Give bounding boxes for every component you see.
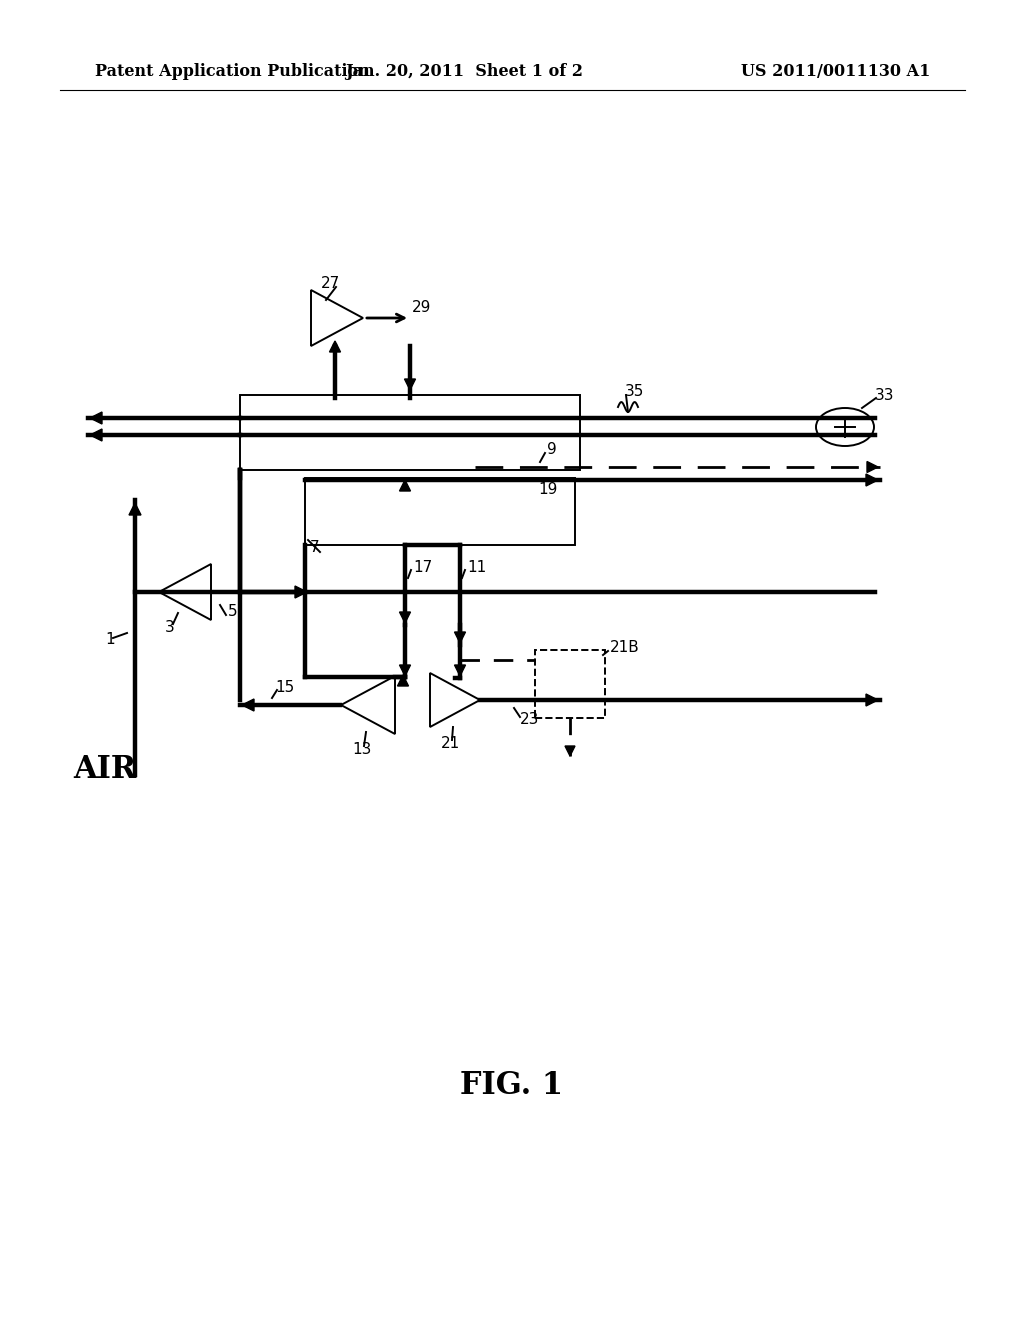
Text: 29: 29	[412, 301, 431, 315]
Polygon shape	[397, 675, 409, 686]
Text: 19: 19	[538, 483, 557, 498]
Text: 17: 17	[413, 560, 432, 574]
Text: 15: 15	[275, 680, 294, 694]
Bar	[305, 478, 575, 545]
Polygon shape	[90, 412, 102, 424]
Text: 5: 5	[228, 605, 238, 619]
Polygon shape	[330, 341, 341, 352]
Polygon shape	[404, 379, 416, 389]
Polygon shape	[90, 429, 102, 441]
Text: 21: 21	[440, 735, 460, 751]
Text: Jan. 20, 2011  Sheet 1 of 2: Jan. 20, 2011 Sheet 1 of 2	[345, 63, 583, 81]
Text: 1: 1	[105, 632, 115, 648]
Polygon shape	[866, 694, 878, 706]
Text: 7: 7	[310, 540, 319, 556]
Polygon shape	[242, 700, 254, 711]
Text: AIR: AIR	[74, 755, 136, 785]
Text: 3: 3	[165, 620, 175, 635]
Polygon shape	[455, 665, 466, 676]
Text: FIG. 1: FIG. 1	[461, 1069, 563, 1101]
Polygon shape	[399, 665, 411, 676]
Polygon shape	[399, 612, 411, 623]
Polygon shape	[399, 480, 411, 491]
Text: 9: 9	[547, 442, 557, 458]
Text: 33: 33	[874, 388, 895, 403]
Text: US 2011/0011130 A1: US 2011/0011130 A1	[740, 63, 930, 81]
Bar	[240, 395, 580, 470]
Text: 27: 27	[321, 276, 340, 290]
Text: Patent Application Publication: Patent Application Publication	[95, 63, 370, 81]
Text: 11: 11	[467, 560, 486, 574]
Polygon shape	[565, 746, 575, 756]
Polygon shape	[129, 503, 141, 515]
Polygon shape	[867, 462, 878, 473]
Text: 35: 35	[625, 384, 644, 400]
Polygon shape	[866, 474, 878, 486]
Text: 21B: 21B	[610, 640, 640, 656]
Bar	[535, 649, 605, 718]
Polygon shape	[295, 586, 307, 598]
Text: 13: 13	[352, 742, 372, 758]
Text: 23: 23	[520, 713, 540, 727]
Polygon shape	[455, 632, 466, 643]
